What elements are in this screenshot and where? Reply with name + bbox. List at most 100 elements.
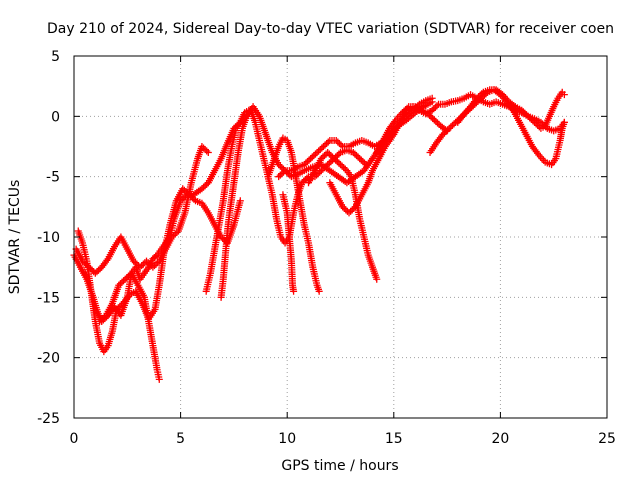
data-point — [115, 281, 123, 289]
x-tick-label: 20 — [491, 431, 509, 447]
data-point — [447, 123, 455, 131]
data-point — [473, 94, 481, 102]
data-point — [518, 106, 526, 114]
data-point — [316, 146, 324, 154]
data-point — [335, 139, 343, 147]
x-axis-ticks: 0 5 10 15 20 25 — [70, 56, 616, 447]
data-point — [308, 153, 316, 161]
data-point — [440, 129, 448, 137]
data-point — [88, 266, 96, 274]
data-point — [324, 149, 332, 157]
data-point — [276, 162, 284, 170]
data-point — [317, 155, 325, 163]
data-point — [311, 150, 319, 158]
data-point — [190, 195, 198, 203]
data-point — [204, 149, 212, 157]
x-tick-label: 5 — [176, 431, 185, 447]
y-axis-ticks: 5 0 -5 -10 -15 -20 -25 — [37, 49, 607, 427]
data-point — [319, 165, 327, 173]
data-point — [339, 203, 347, 211]
data-point — [318, 144, 326, 152]
data-point — [476, 91, 484, 99]
y-tick-label: 0 — [51, 109, 60, 125]
data-point — [324, 161, 332, 169]
data-point — [333, 152, 341, 160]
series-arc-03 — [72, 143, 212, 277]
data-point — [200, 144, 208, 152]
data-point — [114, 304, 122, 312]
data-point — [124, 272, 132, 280]
data-point — [351, 150, 359, 158]
data-point — [276, 171, 284, 179]
data-point — [307, 155, 315, 163]
data-point — [80, 259, 88, 267]
data-point — [329, 153, 337, 161]
data-point — [300, 161, 308, 169]
data-point — [450, 120, 458, 128]
data-point — [155, 375, 163, 383]
data-point — [521, 109, 529, 117]
series-arc-01 — [70, 98, 436, 325]
data-point — [95, 266, 103, 274]
data-point — [116, 280, 124, 288]
data-point — [537, 118, 545, 126]
data-point — [330, 155, 338, 163]
data-point — [91, 269, 99, 277]
data-point — [96, 317, 104, 325]
data-point — [310, 152, 318, 160]
data-point — [323, 139, 331, 147]
data-point — [198, 143, 206, 150]
data-point — [319, 143, 327, 150]
data-point — [431, 103, 439, 111]
series-arc-05 — [202, 106, 253, 295]
data-point — [524, 112, 532, 120]
data-point — [279, 168, 287, 176]
data-point — [359, 158, 367, 166]
series-arc-14 — [454, 86, 568, 132]
data-point — [321, 164, 329, 172]
data-point — [342, 206, 350, 214]
data-point — [531, 118, 539, 126]
data-point — [275, 161, 283, 169]
data-point — [305, 156, 313, 164]
data-point — [360, 159, 368, 167]
data-point — [83, 262, 91, 270]
data-point — [315, 147, 323, 155]
data-point — [324, 138, 332, 146]
data-point — [428, 106, 436, 114]
data-point — [116, 302, 124, 310]
data-point — [278, 164, 286, 172]
data-point — [171, 230, 179, 238]
data-point — [136, 263, 144, 271]
data-point — [278, 170, 286, 178]
data-point — [402, 106, 410, 114]
data-point — [445, 124, 453, 132]
data-point — [168, 233, 176, 241]
data-point — [133, 260, 141, 268]
data-point — [373, 275, 381, 283]
data-point — [150, 262, 158, 270]
series-arc-10 — [305, 149, 381, 283]
data-point — [139, 260, 147, 268]
data-point — [337, 141, 345, 149]
data-point — [356, 155, 364, 163]
data-point — [97, 316, 105, 324]
data-point — [316, 168, 324, 176]
data-point — [219, 235, 227, 243]
series-arc-04 — [96, 269, 163, 383]
data-point — [350, 204, 358, 212]
data-point — [201, 182, 209, 190]
data-point — [430, 105, 438, 113]
data-point — [290, 287, 298, 295]
data-point — [198, 185, 206, 193]
data-point — [347, 207, 355, 215]
data-point — [532, 120, 540, 128]
data-point — [424, 110, 432, 118]
data-point — [170, 231, 178, 239]
data-point — [400, 107, 408, 115]
data-point — [130, 257, 138, 265]
y-tick-label: 5 — [51, 49, 60, 65]
data-point — [203, 147, 211, 155]
